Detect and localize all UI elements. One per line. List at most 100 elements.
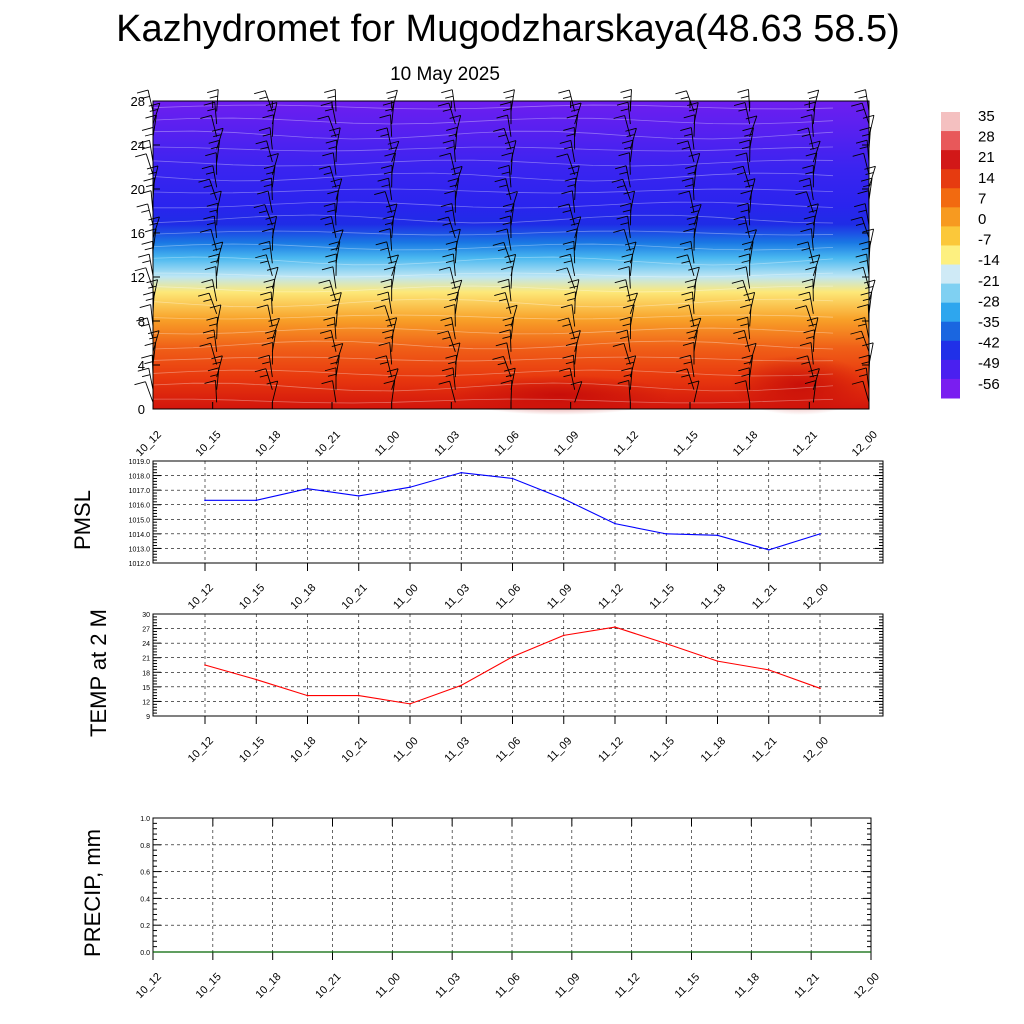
wind-barb-feather — [623, 95, 632, 99]
wind-barb — [265, 329, 277, 352]
wind-barb-feather — [738, 253, 750, 258]
wind-barb — [566, 114, 579, 137]
wind-barb — [562, 240, 576, 264]
isotherm-line — [152, 398, 834, 404]
wind-barb-shaft — [267, 304, 273, 327]
isotherm-line — [152, 272, 834, 278]
wind-barb-shaft — [744, 216, 751, 239]
wind-barb-shaft — [216, 241, 224, 264]
wind-barb-shaft — [390, 114, 393, 137]
wind-barb-feather — [440, 317, 452, 321]
wind-barb-feather — [445, 95, 454, 99]
wind-barb-feather — [330, 178, 342, 183]
wind-barb-feather — [497, 164, 510, 169]
wind-barb-feather — [440, 203, 453, 208]
wind-barb — [678, 190, 695, 213]
wind-barb — [261, 342, 274, 365]
wind-barb-feather — [569, 102, 582, 107]
wind-barb-shaft — [812, 203, 819, 226]
wind-barb-feather — [211, 355, 223, 360]
wind-barb — [796, 355, 814, 378]
wind-barb — [266, 380, 279, 403]
wind-barb-shaft — [271, 228, 274, 251]
wind-barb-feather — [320, 102, 332, 106]
wind-barb-shaft — [391, 266, 396, 289]
wind-barb-feather — [498, 134, 507, 138]
y-tick-label: 30 — [142, 612, 150, 619]
wind-barb-shaft — [215, 380, 218, 403]
wind-barb-feather — [685, 165, 697, 169]
wind-barb-feather — [447, 291, 459, 296]
wind-barb-feather — [562, 354, 574, 359]
wind-barb — [564, 291, 576, 314]
wind-barb-feather — [209, 304, 221, 309]
wind-barb-shaft — [744, 102, 751, 125]
wind-barb — [444, 190, 456, 213]
wind-barb-feather — [263, 298, 272, 301]
wind-barb-shaft — [629, 140, 634, 163]
y-tick-label: 0.2 — [140, 923, 150, 930]
y-axis-label: PRECIP, mm — [80, 829, 105, 957]
wind-barb-feather — [807, 203, 819, 208]
x-tick-label: 11_03 — [442, 582, 472, 612]
wind-barb-feather — [801, 133, 810, 137]
y-tick-label: 9 — [146, 714, 150, 721]
chart-title: Kazhydromet for Mugodzharskaya(48.63 58.… — [116, 8, 900, 50]
wind-barb-feather — [859, 146, 868, 150]
wind-barb-feather — [209, 95, 218, 99]
wind-barb-feather — [675, 90, 687, 95]
wind-barb-feather — [501, 285, 510, 289]
wind-barb — [742, 127, 754, 150]
wind-barb — [438, 266, 456, 289]
wind-barb-shaft — [690, 241, 695, 264]
wind-barb-feather — [565, 361, 574, 365]
wind-barb-feather — [262, 133, 271, 137]
y-axis-label: TEMP at 2 M — [86, 609, 111, 737]
wind-barb-feather — [265, 329, 277, 334]
wind-barb-feather — [559, 139, 571, 144]
wind-barb — [492, 242, 512, 264]
wind-barb-shaft — [265, 368, 273, 390]
wind-barb-feather — [624, 355, 636, 360]
colorbar-swatch — [941, 245, 960, 266]
x-tick-label: 12_00 — [801, 735, 831, 765]
wind-barb-feather — [495, 342, 507, 347]
wind-barb-feather — [795, 191, 807, 196]
wind-barb — [562, 354, 576, 378]
wind-barb-feather — [619, 171, 628, 175]
wind-barb-feather — [136, 89, 149, 94]
wind-barb-feather — [733, 102, 746, 107]
data-point — [562, 498, 565, 500]
wind-barb-shaft — [271, 153, 279, 175]
wind-barb-shaft — [271, 102, 278, 125]
wind-barb-shaft — [266, 140, 273, 163]
wind-barb-shaft — [148, 368, 154, 390]
wind-barb-shaft — [389, 342, 393, 365]
wind-barb-feather — [323, 316, 335, 321]
wind-barb-shaft — [510, 254, 517, 276]
wind-barb-feather — [854, 203, 866, 208]
wind-barb — [801, 278, 814, 302]
wind-barb-feather — [564, 177, 576, 182]
wind-barb — [320, 215, 337, 239]
wind-barb-feather — [203, 215, 215, 220]
wind-barb-shaft — [510, 317, 515, 340]
wind-barb — [560, 304, 576, 327]
wind-barb — [809, 140, 821, 163]
wind-barb-shaft — [506, 228, 512, 251]
wind-barb-feather — [620, 108, 629, 112]
wind-barb-feather — [688, 266, 700, 271]
wind-barb-shaft — [809, 292, 814, 314]
wind-barb — [204, 379, 218, 403]
wind-barb-feather — [494, 292, 506, 297]
wind-barb — [567, 279, 580, 302]
wind-barb-shaft — [746, 152, 751, 175]
x-tick-label: 11_21 — [790, 429, 820, 459]
wind-barb-feather — [206, 336, 215, 339]
wind-barb — [677, 304, 695, 327]
data-point — [665, 642, 668, 645]
wind-barb-shaft — [147, 203, 154, 226]
x-tick-label: 12_00 — [801, 582, 831, 612]
isotherm-line — [152, 327, 834, 335]
x-tick-label: 11_15 — [647, 582, 677, 612]
